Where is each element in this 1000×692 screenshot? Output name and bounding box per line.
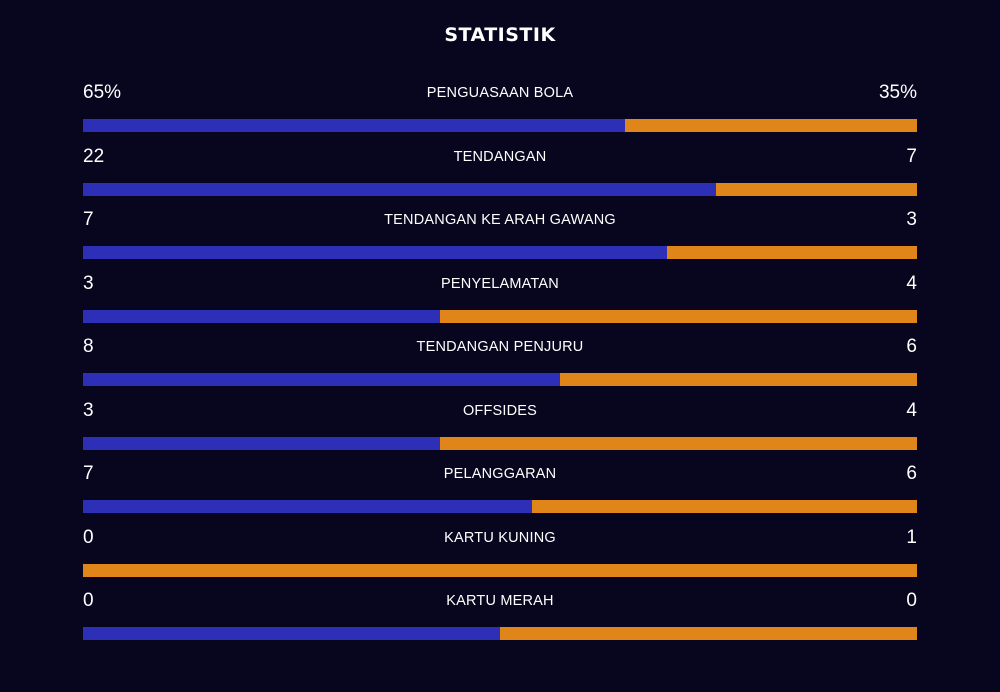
stat-label: PENGUASAAN BOLA bbox=[426, 85, 574, 101]
away-value: 35% bbox=[878, 82, 917, 103]
comparison-bar bbox=[83, 373, 917, 386]
stat-header: 22 TENDANGAN 7 bbox=[83, 143, 917, 173]
away-value: 6 bbox=[906, 463, 917, 484]
away-value: 3 bbox=[906, 209, 917, 230]
away-value: 1 bbox=[906, 526, 917, 548]
stat-row-corners: 8 TENDANGAN PENJURU 6 bbox=[83, 333, 917, 397]
away-value: 0 bbox=[906, 590, 917, 611]
away-bar-fill bbox=[532, 500, 917, 513]
stat-row-offsides: 3 OFFSIDES 4 bbox=[83, 397, 917, 461]
home-bar-fill bbox=[83, 182, 716, 196]
stat-row-fouls: 7 PELANGGARAN 6 bbox=[83, 460, 917, 524]
stat-label: TENDANGAN KE ARAH GAWANG bbox=[384, 212, 616, 228]
comparison-bar bbox=[83, 182, 917, 196]
stat-row-ball-possession: 65% PENGUASAAN BOLA 35% bbox=[83, 79, 917, 143]
home-bar-fill bbox=[83, 373, 560, 386]
comparison-bar bbox=[83, 627, 917, 640]
stat-header: 0 KARTU KUNING 1 bbox=[83, 524, 917, 554]
stat-row-shots: 22 TENDANGAN 7 bbox=[83, 143, 917, 207]
home-bar-fill bbox=[83, 246, 667, 259]
away-value: 6 bbox=[906, 336, 917, 357]
away-value: 4 bbox=[906, 272, 917, 294]
home-bar-fill bbox=[83, 309, 441, 323]
page-title: STATISTIK bbox=[444, 24, 556, 46]
stat-label: OFFSIDES bbox=[462, 402, 538, 419]
home-bar-fill bbox=[83, 119, 626, 132]
stat-label: KARTU KUNING bbox=[444, 529, 556, 546]
home-bar-fill bbox=[83, 436, 441, 450]
home-value: 3 bbox=[83, 272, 94, 294]
stat-header: 3 PENYELAMATAN 4 bbox=[83, 270, 917, 300]
stat-label: KARTU MERAH bbox=[446, 593, 554, 609]
away-bar-fill bbox=[666, 246, 917, 259]
stat-label: TENDANGAN bbox=[453, 148, 547, 165]
stat-label: TENDANGAN PENJURU bbox=[416, 339, 584, 355]
stat-row-saves: 3 PENYELAMATAN 4 bbox=[83, 270, 917, 334]
stat-header: 3 OFFSIDES 4 bbox=[83, 397, 917, 427]
stat-label: PELANGGARAN bbox=[443, 466, 557, 482]
away-bar-fill bbox=[83, 563, 917, 577]
away-bar-fill bbox=[625, 119, 917, 132]
comparison-bar bbox=[83, 309, 917, 323]
away-bar-fill bbox=[716, 182, 917, 196]
home-value: 65% bbox=[83, 82, 122, 103]
away-bar-fill bbox=[500, 627, 917, 640]
home-value: 0 bbox=[83, 526, 94, 548]
home-bar-fill bbox=[83, 627, 500, 640]
stat-row-shots-on-target: 7 TENDANGAN KE ARAH GAWANG 3 bbox=[83, 206, 917, 270]
stat-header: 65% PENGUASAAN BOLA 35% bbox=[83, 79, 917, 109]
away-bar-fill bbox=[440, 436, 917, 450]
comparison-bar bbox=[83, 500, 917, 513]
comparison-bar bbox=[83, 563, 917, 577]
home-value: 7 bbox=[83, 209, 94, 230]
home-value: 7 bbox=[83, 463, 94, 484]
home-value: 0 bbox=[83, 590, 94, 611]
stat-header: 8 TENDANGAN PENJURU 6 bbox=[83, 333, 917, 363]
comparison-bar bbox=[83, 246, 917, 259]
home-bar-fill bbox=[83, 500, 533, 513]
stat-row-red-cards: 0 KARTU MERAH 0 bbox=[83, 587, 917, 651]
away-value: 4 bbox=[906, 399, 917, 421]
stat-header: 0 KARTU MERAH 0 bbox=[83, 587, 917, 617]
stats-list: 65% PENGUASAAN BOLA 35% 22 TENDANGAN 7 7… bbox=[83, 79, 917, 651]
away-value: 7 bbox=[906, 145, 917, 167]
stat-label: PENYELAMATAN bbox=[441, 275, 559, 292]
home-value: 3 bbox=[83, 399, 94, 421]
stat-row-yellow-cards: 0 KARTU KUNING 1 bbox=[83, 524, 917, 588]
home-value: 8 bbox=[83, 336, 94, 357]
away-bar-fill bbox=[440, 309, 917, 323]
comparison-bar bbox=[83, 436, 917, 450]
comparison-bar bbox=[83, 119, 917, 132]
home-value: 22 bbox=[83, 145, 105, 167]
away-bar-fill bbox=[559, 373, 917, 386]
stat-header: 7 TENDANGAN KE ARAH GAWANG 3 bbox=[83, 206, 917, 236]
stat-header: 7 PELANGGARAN 6 bbox=[83, 460, 917, 490]
